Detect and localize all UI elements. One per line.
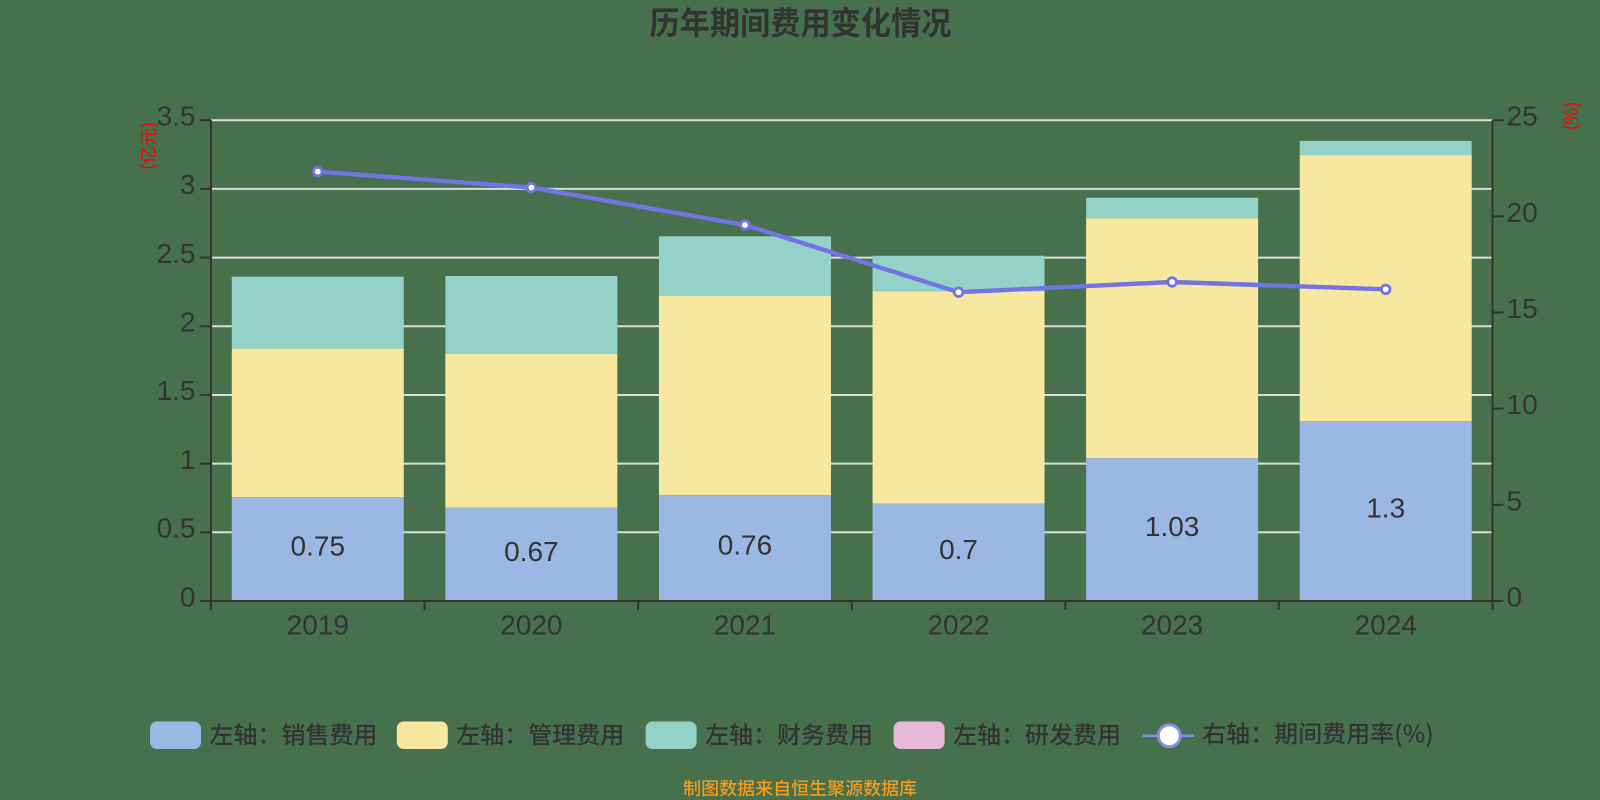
svg-text:15: 15 bbox=[1507, 293, 1538, 324]
svg-text:0.76: 0.76 bbox=[718, 530, 773, 561]
svg-text:2023: 2023 bbox=[1141, 610, 1203, 641]
svg-text:0: 0 bbox=[1507, 582, 1523, 613]
svg-text:2024: 2024 bbox=[1355, 610, 1417, 641]
svg-text:1.03: 1.03 bbox=[1145, 511, 1200, 542]
svg-text:0.5: 0.5 bbox=[157, 513, 196, 544]
svg-text:1.3: 1.3 bbox=[1366, 493, 1405, 524]
svg-text:0.75: 0.75 bbox=[291, 531, 346, 562]
svg-text:1.5: 1.5 bbox=[157, 375, 196, 406]
svg-text:3: 3 bbox=[180, 169, 196, 200]
svg-text:2021: 2021 bbox=[714, 610, 776, 641]
svg-text:0: 0 bbox=[180, 581, 196, 612]
svg-text:1: 1 bbox=[180, 444, 196, 475]
svg-text:0.67: 0.67 bbox=[504, 536, 559, 567]
svg-text:2020: 2020 bbox=[500, 610, 562, 641]
svg-text:2022: 2022 bbox=[927, 610, 989, 641]
svg-text:10: 10 bbox=[1507, 389, 1538, 420]
svg-text:20: 20 bbox=[1507, 197, 1538, 228]
svg-text:5: 5 bbox=[1507, 485, 1523, 516]
svg-text:3.5: 3.5 bbox=[157, 101, 196, 132]
svg-text:25: 25 bbox=[1507, 101, 1538, 132]
svg-text:0.7: 0.7 bbox=[939, 534, 978, 565]
svg-text:2: 2 bbox=[180, 307, 196, 338]
svg-text:2019: 2019 bbox=[287, 610, 349, 641]
svg-text:2.5: 2.5 bbox=[157, 238, 196, 269]
